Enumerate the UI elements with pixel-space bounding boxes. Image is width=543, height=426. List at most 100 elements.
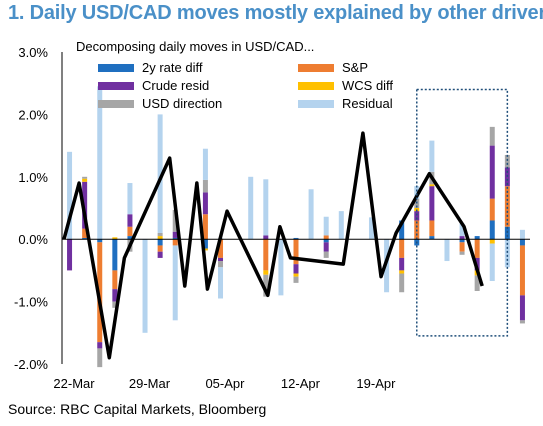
- bar-segment-sp: [127, 226, 133, 237]
- legend-swatch-resid: [298, 100, 334, 108]
- bar-segment-sp: [489, 198, 495, 221]
- legend-title: Decomposing daily moves in USD/CAD...: [76, 39, 314, 54]
- bar-segment-resid: [519, 229, 525, 240]
- bar-segment-resid: [157, 114, 163, 233]
- page-title: 1. Daily USD/CAD moves mostly explained …: [8, 2, 543, 24]
- bar-segment-resid: [459, 223, 465, 237]
- bar-segment-usd: [323, 251, 329, 258]
- bar-segment-rate: [429, 236, 435, 240]
- bar-segment-sp: [172, 239, 178, 246]
- bar-segment-resid: [308, 189, 314, 240]
- bar-segment-rate: [504, 226, 510, 240]
- x-tick-label: 29-Mar: [129, 376, 171, 391]
- bar-segment-crude: [429, 186, 435, 221]
- bar-segment-sp: [293, 239, 299, 265]
- bar-segment-resid: [97, 86, 103, 240]
- bar-segment-wcs: [82, 178, 88, 182]
- bar-segment-crude: [157, 251, 163, 258]
- y-tick-label: 3.0%: [18, 45, 48, 60]
- bar-segment-resid: [414, 186, 420, 199]
- y-tick-label: 0.0%: [18, 232, 48, 247]
- bar-segment-usd: [459, 251, 465, 255]
- chart-bars: [67, 86, 525, 368]
- bar-segment-crude: [263, 235, 269, 240]
- bar-segment-usd: [157, 232, 163, 237]
- bar-segment-usd: [172, 209, 178, 232]
- bar-segment-crude: [519, 295, 525, 321]
- legend-label-wcs: WCS diff: [342, 78, 393, 93]
- bar-segment-rate: [293, 237, 299, 240]
- bar-segment-rate: [519, 239, 525, 246]
- bar-segment-crude: [112, 289, 118, 302]
- legend-swatch-rate: [98, 64, 134, 72]
- bar-segment-sp: [112, 270, 118, 290]
- bar-segment-crude: [323, 242, 329, 252]
- bar-segment-crude: [459, 236, 465, 240]
- bar-segment-crude: [67, 239, 73, 271]
- bar-segment-wcs: [263, 270, 269, 275]
- legend-swatch-crude: [98, 82, 134, 90]
- bar-segment-crude: [127, 214, 133, 227]
- legend-swatch-sp: [298, 64, 334, 72]
- bar-segment-wcs: [112, 237, 118, 240]
- bar-segment-sp: [263, 239, 269, 271]
- bar-segment-crude: [399, 257, 405, 271]
- total-move-line: [62, 131, 484, 360]
- bar-segment-wcs: [414, 208, 420, 212]
- bar-segment-usd: [399, 273, 405, 293]
- bar-segment-resid: [263, 179, 269, 236]
- bar-segment-sp: [218, 239, 224, 258]
- chart-axes: 3.0% 2.0% 1.0% 0.0% -1.0% -2.0% 22-Mar 29-Mar 05…: [14, 45, 530, 391]
- bar-segment-crude: [293, 264, 299, 274]
- bar-segment-crude: [218, 257, 224, 262]
- legend-label-sp: S&P: [342, 60, 368, 75]
- legend-label-resid: Residual: [342, 96, 393, 111]
- x-tick-label: 19-Apr: [356, 376, 396, 391]
- legend-swatch-usd: [98, 100, 134, 108]
- bar-segment-resid: [127, 183, 133, 215]
- bar-segment-sp: [519, 245, 525, 296]
- bar-segment-resid: [248, 176, 254, 240]
- bar-segment-rate: [172, 237, 178, 240]
- bar-segment-resid: [444, 239, 450, 262]
- bar-segment-crude: [489, 145, 495, 199]
- bar-segment-usd: [504, 154, 510, 168]
- bar-segment-wcs: [429, 184, 435, 187]
- bar-segment-rate: [112, 239, 118, 271]
- bar-segment-sp: [429, 220, 435, 237]
- bar-segment-rate: [474, 236, 480, 240]
- bar-segment-resid: [142, 239, 148, 333]
- bar-segment-resid: [67, 151, 73, 240]
- bar-segment-usd: [112, 301, 118, 308]
- x-tick-label: 05-Apr: [205, 376, 245, 391]
- highlight-box-rect: [416, 88, 509, 337]
- bar-segment-rate: [459, 239, 465, 243]
- y-tick-label: -2.0%: [14, 357, 48, 372]
- bar-segment-crude: [202, 192, 208, 215]
- bar-segment-usd: [519, 320, 525, 324]
- bar-segment-usd: [202, 179, 208, 193]
- bar-segment-resid: [429, 140, 435, 172]
- bar-segment-sp: [82, 228, 88, 238]
- legend-label-usd: USD direction: [142, 96, 222, 111]
- bar-segment-usd: [82, 176, 88, 179]
- bar-segment-usd: [97, 348, 103, 368]
- bar-segment-rate: [127, 236, 133, 240]
- bar-segment-rate: [157, 239, 163, 246]
- bar-segment-wcs: [202, 248, 208, 251]
- y-tick-label: 1.0%: [18, 170, 48, 185]
- bar-segment-usd: [474, 275, 480, 291]
- bar-segment-sp: [202, 214, 208, 240]
- bar-segment-rate: [399, 220, 405, 240]
- bar-segment-wcs: [157, 236, 163, 240]
- x-tick-label: 22-Mar: [53, 376, 95, 391]
- highlight-box: [416, 88, 509, 337]
- bar-segment-rate: [202, 239, 208, 249]
- bar-segment-resid: [323, 216, 329, 236]
- bar-segment-usd: [489, 126, 495, 146]
- bar-segment-resid: [172, 245, 178, 321]
- bar-segment-resid: [338, 211, 344, 240]
- legend-label-rate: 2y rate diff: [142, 60, 203, 75]
- bar-segment-rate: [323, 239, 329, 243]
